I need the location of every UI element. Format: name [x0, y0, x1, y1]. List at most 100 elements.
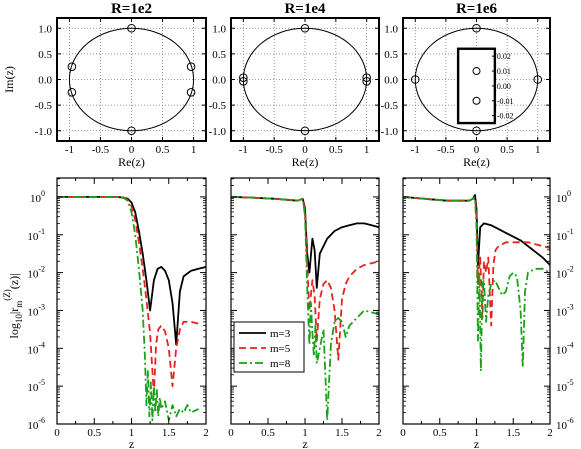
y-tick-label: 100: [30, 189, 45, 205]
legend-label: m=5: [270, 343, 291, 355]
y-tick-label-right: 10-2: [556, 265, 574, 281]
y-tick-label: -1.0: [35, 126, 53, 138]
y-tick-label: -0.5: [381, 100, 399, 112]
pole-panel-3: -1 -0.5 0 0.5 1 -1.0 -0.5 0.0 0.5 1.0 R=1e6 Re(z) 0.…: [381, 1, 551, 169]
y-tick-base: 10: [556, 344, 568, 356]
series-line-m5: [57, 195, 199, 395]
residual-panel-2: 0 0.5 1 1.5 2 z m=3 m=5 m=8: [228, 177, 382, 449]
x-tick-label: 1: [474, 427, 480, 439]
y-tick-exponent: -2: [567, 265, 574, 274]
x-tick-label: 0.5: [329, 144, 343, 156]
y-tick-label: 0.0: [384, 75, 398, 87]
y-tick-label: 0.5: [212, 49, 226, 61]
x-tick-label: 0.5: [87, 427, 101, 439]
y-tick-label-right: 10-4: [556, 340, 574, 356]
inset-tick-label: 0.02: [497, 52, 511, 61]
y-tick-base: 10: [27, 420, 39, 432]
x-tick-label: 1: [535, 144, 541, 156]
y-tick-exponent: -4: [567, 340, 574, 349]
y-tick-base: 10: [556, 306, 568, 318]
x-tick-label: 2: [547, 427, 553, 439]
y-tick-exponent: -1: [567, 227, 574, 236]
pole-marker: [472, 126, 481, 136]
x-tick-label: -1: [411, 144, 420, 156]
y-tick-exponent: -6: [567, 416, 574, 425]
pole-panel-2: -1 -0.5 0 0.5 1 -1.0 -0.5 0.0 0.5 1.0 R=1e4 Re(z): [209, 1, 380, 169]
x-tick-label: 0: [400, 427, 406, 439]
y-tick-label: -0.5: [209, 100, 227, 112]
y-tick-base: 10: [556, 269, 568, 281]
x-axis-label: Re(z): [292, 155, 319, 169]
pole-marker: [67, 88, 77, 97]
y-tick-exponent: 0: [41, 189, 45, 198]
y-tick-base: 10: [556, 382, 568, 394]
y-tick-label-right: 10-6: [556, 416, 574, 432]
x-tick-label: -0.5: [437, 144, 455, 156]
y-tick-base: 10: [30, 193, 42, 205]
y-tick-label: -1.0: [381, 126, 399, 138]
pole-marker: [186, 62, 196, 71]
pole-panel-1: -1 -0.5 0 0.5 1 -1.0 -0.5 0.0 0.5 1.0 R=1e2 Re(z) Im…: [2, 1, 207, 169]
panel-title: R=1e6: [456, 1, 498, 17]
y-tick-base: 10: [27, 269, 39, 281]
y-tick-label: 0.5: [38, 49, 52, 61]
y-tick-exponent: -1: [38, 227, 45, 236]
x-tick-label: 0.5: [156, 144, 170, 156]
x-tick-label: 1: [364, 144, 370, 156]
ylabel-supZ: (Z): [2, 289, 12, 301]
x-tick-label: 0.5: [500, 144, 514, 156]
y-tick-label: 10-3: [27, 302, 45, 318]
y-tick-label-right: 10-1: [556, 227, 574, 243]
pole-marker: [186, 88, 196, 97]
x-tick-label: 1: [129, 427, 135, 439]
y-tick-exponent: -5: [38, 378, 45, 387]
x-tick-label: 0: [474, 144, 480, 156]
x-tick-label: 1.5: [162, 427, 176, 439]
pole-marker: [362, 73, 371, 83]
unit-circle: [68, 27, 195, 132]
y-tick-exponent: -6: [38, 416, 45, 425]
inset-tick-label: 0.01: [497, 67, 511, 76]
series-line-m8: [231, 196, 379, 422]
x-tick-label: 0: [302, 144, 308, 156]
x-tick-label: 2: [203, 427, 209, 439]
x-tick-label: 0.5: [433, 427, 447, 439]
pole-marker: [410, 75, 420, 84]
y-tick-label: 10-5: [27, 378, 45, 394]
x-tick-label: -1: [65, 144, 74, 156]
y-tick-exponent: -3: [567, 302, 574, 311]
y-axis-label: Im(z): [2, 66, 16, 93]
series-line-m8: [403, 196, 550, 372]
pole-marker: [239, 73, 248, 83]
inset-tick-label: 0.00: [497, 82, 511, 91]
x-tick-label: -1: [239, 144, 248, 156]
unit-circle: [242, 27, 368, 132]
y-tick-exponent: 0: [567, 189, 571, 198]
x-axis-label: z: [474, 437, 479, 449]
y-tick-label: 1.0: [212, 23, 226, 35]
x-tick-label: 1: [302, 427, 308, 439]
inset-pole-marker: [472, 96, 481, 105]
ylabel-tail: (z)|: [7, 274, 21, 290]
legend-box: [233, 321, 305, 373]
y-tick-label: -1.0: [209, 126, 227, 138]
panel-title: R=1e4: [284, 1, 326, 17]
x-tick-label: 0: [129, 144, 135, 156]
x-tick-label: 0: [228, 427, 234, 439]
y-tick-base: 10: [27, 344, 39, 356]
x-axis-label: z: [302, 437, 307, 449]
legend-label: m=3: [270, 328, 291, 340]
x-tick-label: 0.5: [261, 427, 275, 439]
ylabel-sub10: 10: [14, 314, 24, 324]
y-tick-label: 10-2: [27, 265, 45, 281]
x-tick-label: -0.5: [92, 144, 110, 156]
y-tick-label: 10-4: [27, 340, 45, 356]
y-tick-exponent: -4: [38, 340, 45, 349]
ylabel-subm: m: [14, 301, 24, 308]
inset-tick-label: -0.01: [497, 97, 514, 106]
y-tick-label: 10-1: [27, 227, 45, 243]
x-axis-label: Re(z): [118, 155, 145, 169]
y-tick-base: 10: [27, 306, 39, 318]
